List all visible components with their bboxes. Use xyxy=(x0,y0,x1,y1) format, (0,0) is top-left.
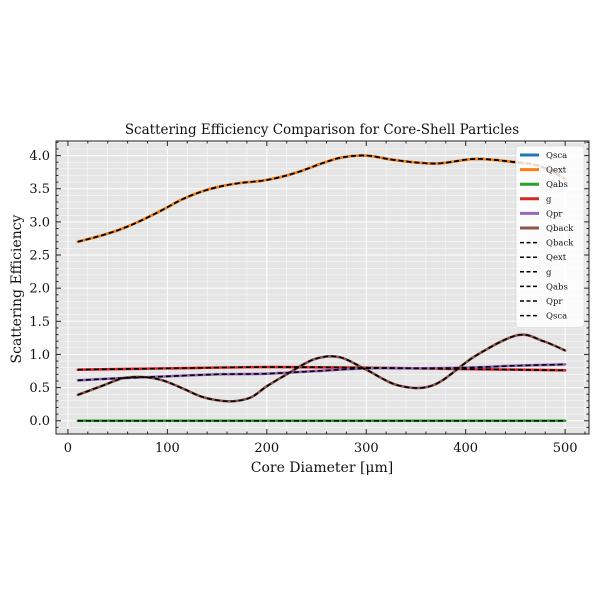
x-axis-label: Core Diameter [μm] xyxy=(251,460,394,476)
series-layer xyxy=(76,154,567,423)
plot-frame xyxy=(55,140,590,435)
y-tick-label: 3.0 xyxy=(29,215,50,230)
x-tick-label: 0 xyxy=(64,441,72,456)
y-tick-label: 2.0 xyxy=(29,282,50,297)
x-tick-label: 300 xyxy=(354,441,379,456)
legend-label: Qsca xyxy=(546,151,567,161)
series-line-qback-dashed xyxy=(77,333,566,403)
x-tick-label: 400 xyxy=(453,441,478,456)
series-line-g xyxy=(76,365,567,372)
series-line-qpr-dashed xyxy=(77,363,566,382)
y-tick-label: 0.5 xyxy=(29,381,50,396)
legend-label: Qabs xyxy=(546,180,568,190)
y-tick-label: 2.5 xyxy=(29,249,50,264)
legend-label: Qext xyxy=(546,166,567,176)
plot-area xyxy=(56,141,589,434)
legend-label: g xyxy=(546,268,552,278)
series-line-qsca-dashed xyxy=(77,154,566,243)
y-tick-label: 1.0 xyxy=(29,348,50,363)
chart-title: Scattering Efficiency Comparison for Cor… xyxy=(125,122,519,138)
x-tick-label: 100 xyxy=(155,441,180,456)
legend-label: Qback xyxy=(546,239,574,249)
legend: Qsca Qext Qabs g Qpr Qback Qback Qext g Qabs Qpr Qs… xyxy=(515,145,585,328)
legend-label: Qback xyxy=(546,224,574,234)
ticks: 0 100 200 300 400 500 0.0 0.5 1.0 1.5 2.0 2.5 3.0 3.5… xyxy=(29,141,589,456)
legend-label: Qabs xyxy=(546,282,568,292)
y-tick-label: 0.0 xyxy=(29,414,50,429)
y-axis-label: Scattering Efficiency xyxy=(9,214,25,363)
legend-label: g xyxy=(546,195,552,205)
legend-label: Qpr xyxy=(546,209,563,219)
legend-label: Qpr xyxy=(546,297,563,307)
y-tick-label: 4.0 xyxy=(29,149,50,164)
y-tick-label: 1.5 xyxy=(29,315,50,330)
x-tick-label: 200 xyxy=(254,441,279,456)
y-tick-label: 3.5 xyxy=(29,182,50,197)
x-tick-label: 500 xyxy=(553,441,578,456)
legend-label: Qsca xyxy=(546,312,567,322)
legend-label: Qext xyxy=(546,253,567,263)
legend-box xyxy=(515,145,585,328)
